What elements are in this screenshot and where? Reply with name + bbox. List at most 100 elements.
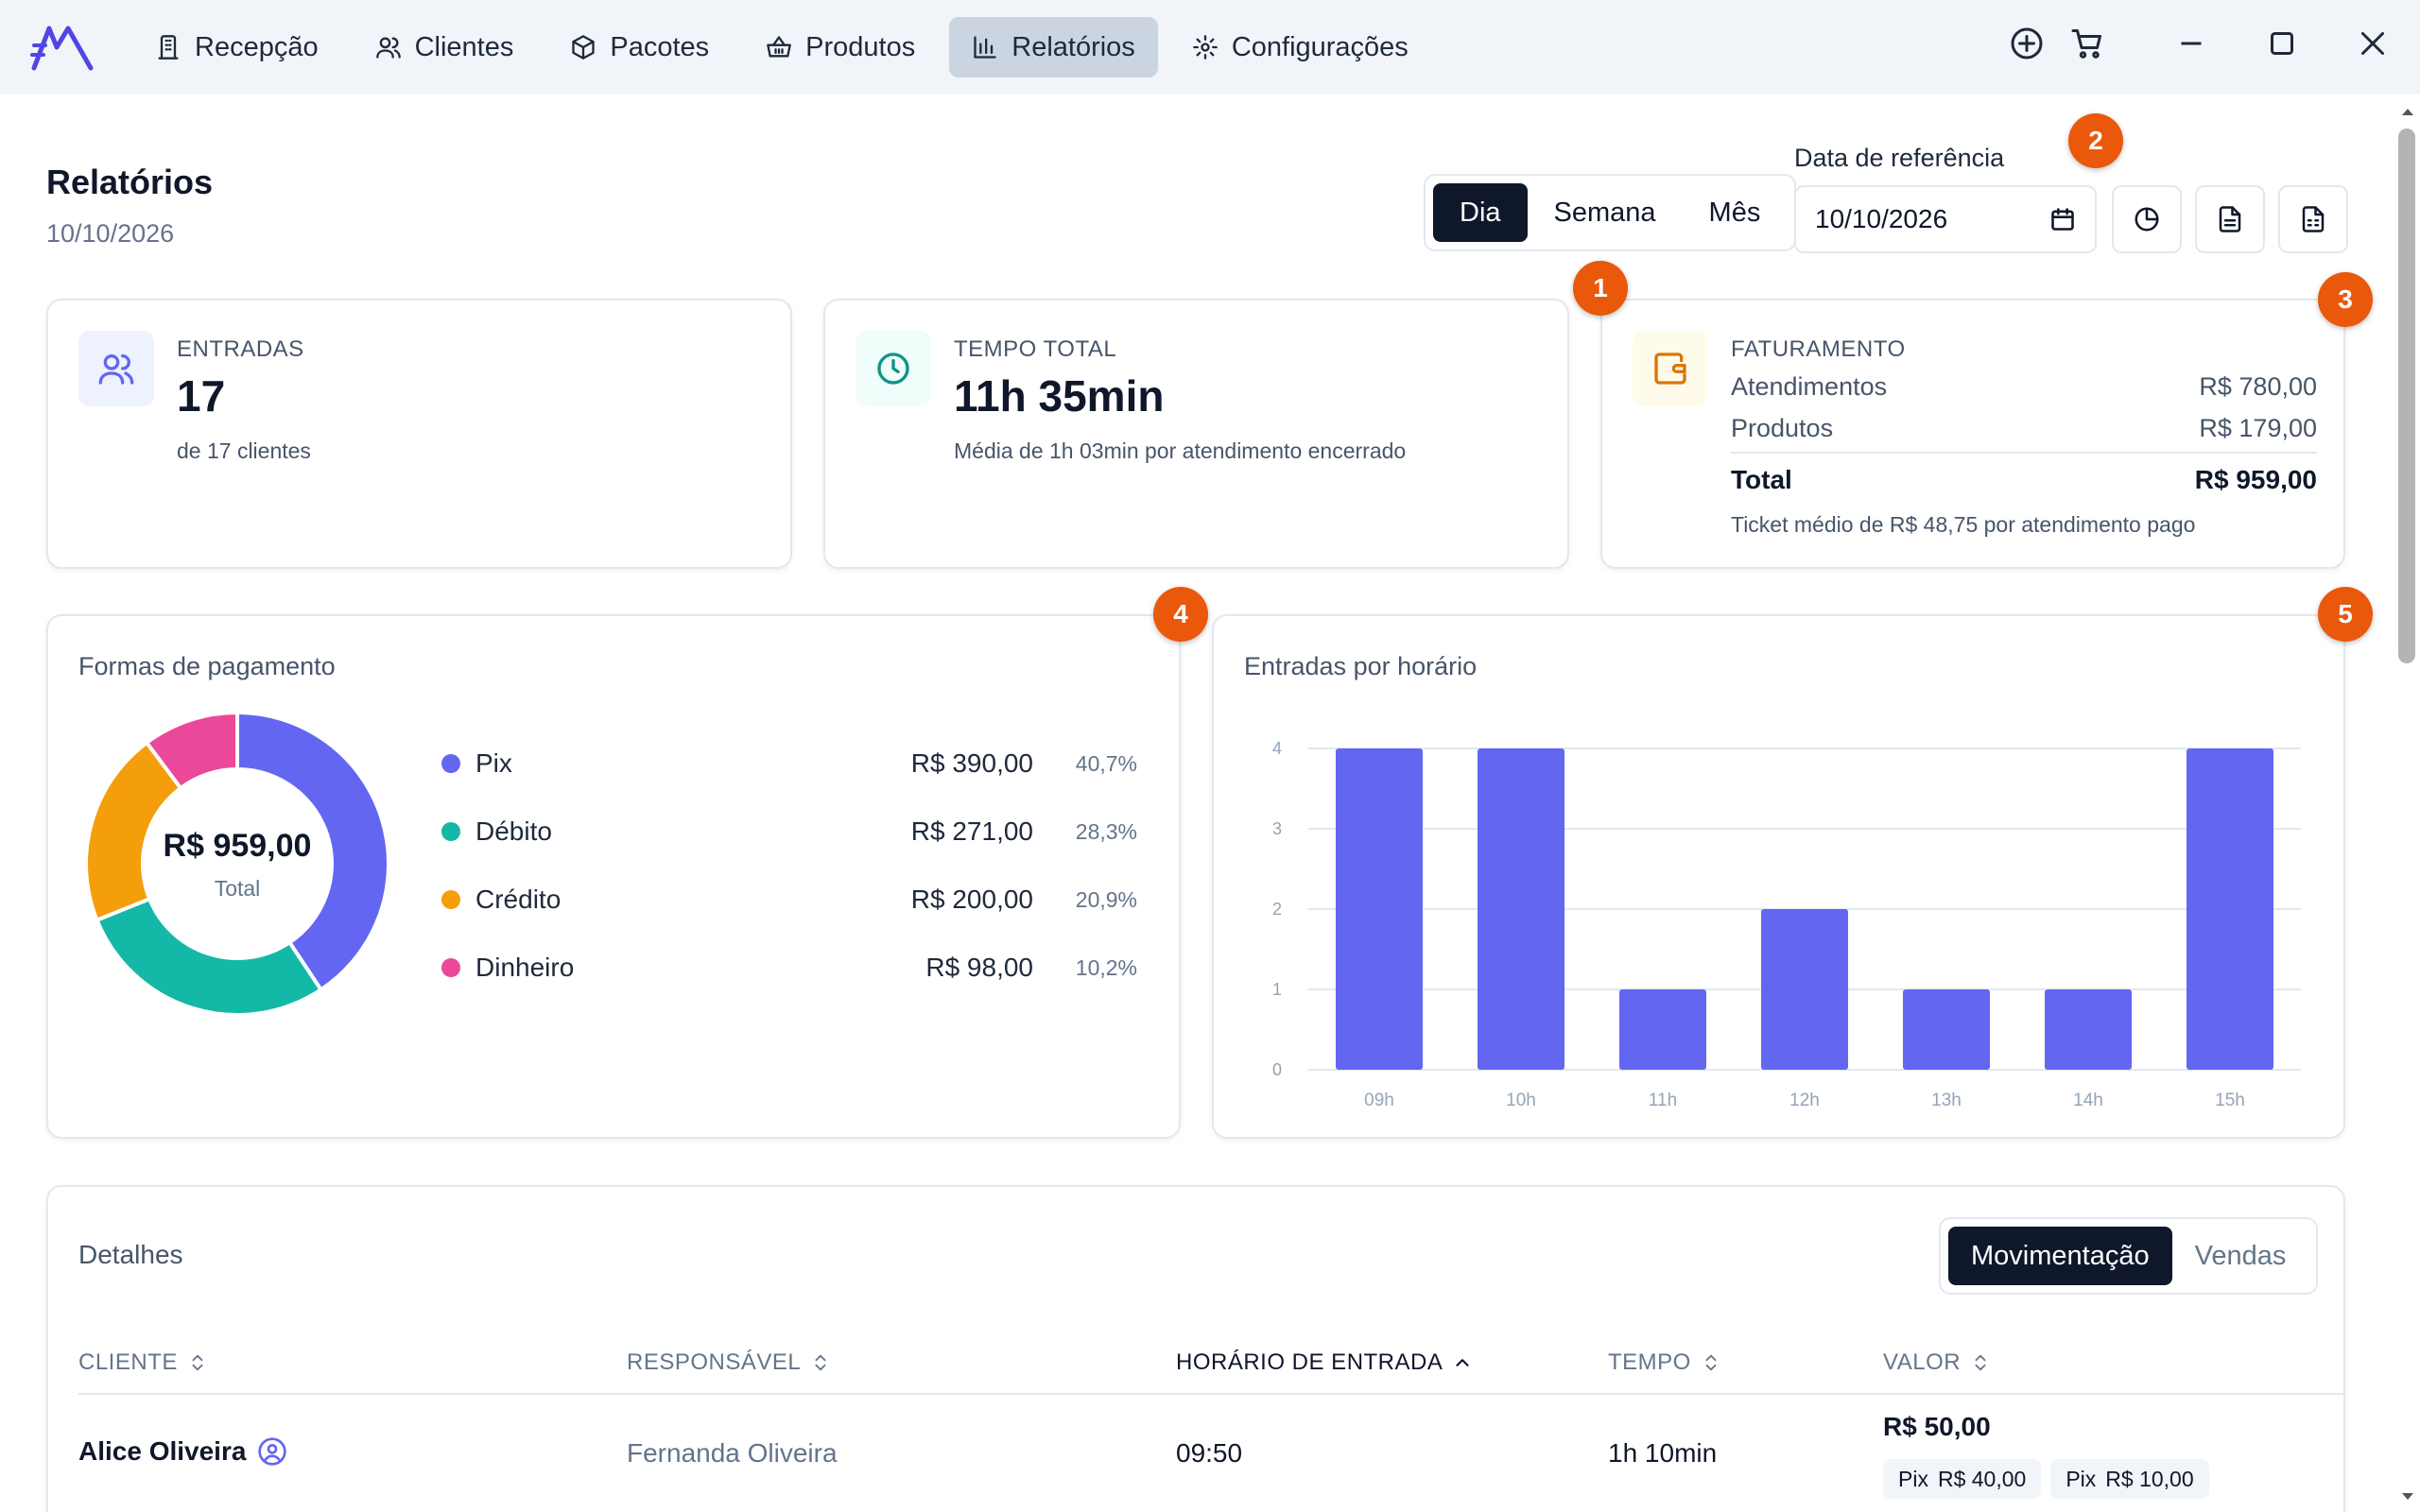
- bar-14h[interactable]: [2045, 989, 2132, 1070]
- export-spreadsheet-button[interactable]: [2278, 185, 2348, 253]
- step-badge-5: 5: [2318, 587, 2373, 642]
- tab-movimentacao[interactable]: Movimentação: [1948, 1227, 2172, 1285]
- cart-button[interactable]: [2070, 26, 2104, 65]
- nav-label: Clientes: [414, 31, 514, 62]
- column-header-label: RESPONSÁVEL: [627, 1349, 802, 1375]
- nav-item-configuracoes[interactable]: Configurações: [1169, 17, 1431, 77]
- top-actions: [2010, 26, 2104, 65]
- step-badge-2: 2: [2068, 113, 2123, 168]
- maximize-button[interactable]: [2265, 26, 2299, 65]
- calendar-icon[interactable]: [2049, 206, 2076, 232]
- x-tick-label: 14h: [2073, 1091, 2103, 1110]
- close-button[interactable]: [2356, 26, 2390, 65]
- cell-tempo: 1h 10min: [1608, 1438, 1718, 1468]
- tab-vendas[interactable]: Vendas: [2194, 1240, 2287, 1271]
- bar-09h[interactable]: [1336, 748, 1423, 1070]
- period-tab-dia[interactable]: Dia: [1433, 183, 1528, 242]
- scrollbar[interactable]: [2395, 94, 2420, 1512]
- chart-view-button[interactable]: [2112, 185, 2182, 253]
- nav-label: Relatórios: [1011, 31, 1135, 62]
- pie-chart-icon: [2135, 207, 2159, 232]
- card-title: Detalhes: [78, 1240, 183, 1269]
- column-header-tempo[interactable]: TEMPO: [1608, 1349, 1721, 1376]
- maximize-icon: [2271, 32, 2293, 55]
- donut-center-value: R$ 959,00: [164, 828, 312, 864]
- legend-dot: [441, 754, 460, 773]
- y-tick-label: 4: [1272, 739, 1282, 758]
- bar-11h[interactable]: [1619, 989, 1706, 1070]
- period-tab-mes[interactable]: Mês: [1708, 197, 1761, 228]
- bar-12h[interactable]: [1761, 909, 1848, 1070]
- export-document-button[interactable]: [2195, 185, 2265, 253]
- package-icon: [572, 35, 596, 60]
- stat-value: 11h 35min: [954, 371, 1165, 421]
- legend-name: Dinheiro: [475, 953, 575, 982]
- payment-donut-chart: R$ 959,00 Total: [84, 710, 390, 1017]
- bar-13h[interactable]: [1903, 989, 1990, 1070]
- app-logo[interactable]: [28, 21, 96, 74]
- cliente-name[interactable]: Alice Oliveira: [78, 1436, 247, 1466]
- bar-10h[interactable]: [1478, 748, 1564, 1070]
- column-header-responsavel[interactable]: RESPONSÁVEL: [627, 1349, 831, 1376]
- legend-dot: [441, 822, 460, 841]
- faturamento-card: FATURAMENTO Atendimentos R$ 780,00 Produ…: [1600, 299, 2345, 569]
- tempo-total-card: TEMPO TOTAL 11h 35min Média de 1h 03min …: [823, 299, 1569, 569]
- nav-item-produtos[interactable]: Produtos: [743, 17, 938, 77]
- cart-icon: [2071, 29, 2101, 59]
- payment-chip-value: R$ 40,00: [1937, 1466, 2027, 1491]
- nav-label: Produtos: [805, 31, 916, 62]
- column-header-cliente[interactable]: CLIENTE: [78, 1349, 208, 1376]
- card-title: Formas de pagamento: [78, 652, 336, 680]
- donut-slice-pix[interactable]: [235, 710, 390, 993]
- legend-value: R$ 271,00: [910, 816, 1033, 846]
- cell-responsavel: Fernanda Oliveira: [627, 1438, 838, 1468]
- donut-slice-débito[interactable]: [94, 896, 324, 1017]
- scroll-up-icon[interactable]: [2395, 102, 2420, 121]
- sort-icon: [1705, 1354, 1717, 1371]
- sort-icon: [192, 1354, 203, 1371]
- scroll-down-icon[interactable]: [2395, 1487, 2420, 1506]
- ref-date-input[interactable]: 10/10/2026: [1794, 185, 2097, 253]
- payment-chip: Pix R$ 10,00: [2050, 1459, 2209, 1499]
- stat-label: FATURAMENTO: [1731, 336, 1906, 362]
- column-header-valor[interactable]: VALOR: [1883, 1349, 1991, 1376]
- legend-dot: [441, 958, 460, 977]
- x-tick-label: 11h: [1649, 1091, 1677, 1110]
- scroll-thumb[interactable]: [2398, 129, 2415, 663]
- column-header-horario[interactable]: HORÁRIO DE ENTRADA: [1176, 1349, 1473, 1376]
- donut-slice-dinheiro[interactable]: [144, 710, 239, 791]
- gear-icon: [1192, 35, 1218, 60]
- faturamento-total: Total R$ 959,00: [1731, 465, 2317, 495]
- period-tab-semana[interactable]: Semana: [1553, 197, 1656, 228]
- payment-methods-card: Formas de pagamento R$ 959,00 Total Pix …: [46, 614, 1181, 1139]
- building-icon: [158, 35, 179, 60]
- page-date: 10/10/2026: [46, 219, 175, 248]
- sort-icon: [815, 1354, 826, 1371]
- x-tick-label: 12h: [1789, 1091, 1820, 1110]
- legend-item-pix: Pix R$ 390,00 40,7%: [441, 748, 1137, 779]
- minimize-button[interactable]: [2174, 26, 2208, 65]
- minimize-icon: [2181, 42, 2202, 45]
- y-tick-label: 0: [1272, 1060, 1282, 1079]
- donut-center-label: Total: [215, 876, 261, 901]
- legend-percent: 40,7%: [1075, 750, 1137, 776]
- add-button[interactable]: [2010, 26, 2044, 65]
- legend-value: R$ 390,00: [910, 748, 1033, 778]
- bar-15h[interactable]: [2187, 748, 2273, 1070]
- legend-dot: [441, 890, 460, 909]
- stat-icon-box: [1633, 331, 1708, 406]
- file-spreadsheet-icon: [2302, 206, 2325, 232]
- nav-item-clientes[interactable]: Clientes: [353, 17, 537, 77]
- top-bar: Recepção Clientes Pacotes Produtos Relat…: [0, 0, 2420, 94]
- column-header-label: TEMPO: [1608, 1349, 1691, 1375]
- details-card: Detalhes Movimentação Vendas CLIENTE RES…: [46, 1185, 2345, 1512]
- main-nav: Recepção Clientes Pacotes Produtos Relat…: [132, 17, 1431, 77]
- step-badge-3: 3: [2318, 272, 2373, 327]
- nav-item-relatorios[interactable]: Relatórios: [949, 17, 1158, 77]
- nav-item-recepcao[interactable]: Recepção: [132, 17, 341, 77]
- nav-item-pacotes[interactable]: Pacotes: [547, 17, 732, 77]
- legend-name: Crédito: [475, 885, 562, 914]
- faturamento-row: Produtos R$ 179,00: [1731, 414, 2317, 443]
- bar-chart-icon: [974, 36, 996, 59]
- stat-label: TEMPO TOTAL: [954, 336, 1117, 362]
